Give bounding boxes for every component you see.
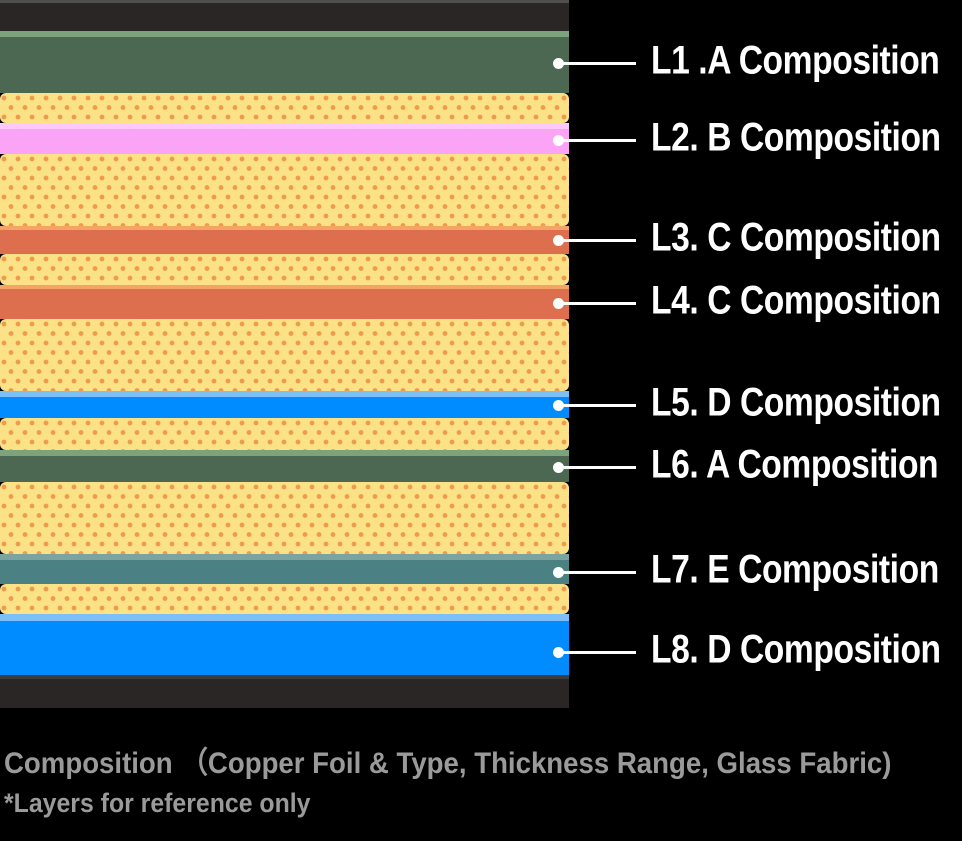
callout-dot-l3 [552, 234, 564, 246]
layer-board-edge-bottom [0, 675, 569, 708]
callout-dot-l2 [552, 134, 564, 146]
callout-label-l4: L4. C Composition [651, 278, 941, 323]
callout-label-l1: L1 .A Composition [651, 38, 940, 83]
callout-dot-l8 [552, 646, 564, 658]
layer-prepreg-7 [0, 584, 569, 614]
layer-stack [0, 0, 569, 708]
layer-prepreg-5 [0, 418, 569, 450]
layer-board-edge-top [0, 0, 569, 31]
layer-L3 [0, 226, 569, 254]
layer-prepreg-2 [0, 154, 569, 226]
layer-prepreg-1 [0, 93, 569, 123]
layer-L4 [0, 285, 569, 319]
callout-line-l4 [558, 301, 636, 305]
layer-prepreg-6 [0, 482, 569, 554]
layer-L2 [0, 123, 569, 154]
callout-line-l8 [558, 650, 636, 654]
callout-dot-l6 [552, 461, 564, 473]
callout-line-l6 [558, 465, 636, 469]
callout-line-l7 [558, 570, 636, 574]
callout-dot-l1 [552, 57, 564, 69]
callout-line-l5 [558, 403, 636, 407]
callout-label-l6: L6. A Composition [651, 442, 939, 487]
callout-line-l1 [558, 61, 636, 65]
footer-composition-note: Composition （Copper Foil & Type, Thickne… [4, 747, 892, 780]
layer-L8 [0, 614, 569, 675]
layer-L6 [0, 450, 569, 482]
footer-reference-note: *Layers for reference only [4, 788, 311, 818]
callout-label-l8: L8. D Composition [651, 627, 941, 672]
callout-line-l2 [558, 138, 636, 142]
callout-dot-l5 [552, 399, 564, 411]
layer-prepreg-3 [0, 254, 569, 285]
layer-L7 [0, 554, 569, 584]
callout-label-l3: L3. C Composition [651, 215, 941, 260]
callout-label-l5: L5. D Composition [651, 380, 941, 425]
callout-label-l2: L2. B Composition [651, 115, 941, 160]
layer-L5 [0, 391, 569, 418]
layer-prepreg-4 [0, 319, 569, 391]
callout-dot-l4 [552, 297, 564, 309]
callout-line-l3 [558, 238, 636, 242]
callout-dot-l7 [552, 566, 564, 578]
layer-L1 [0, 31, 569, 93]
callout-label-l7: L7. E Composition [651, 547, 939, 592]
